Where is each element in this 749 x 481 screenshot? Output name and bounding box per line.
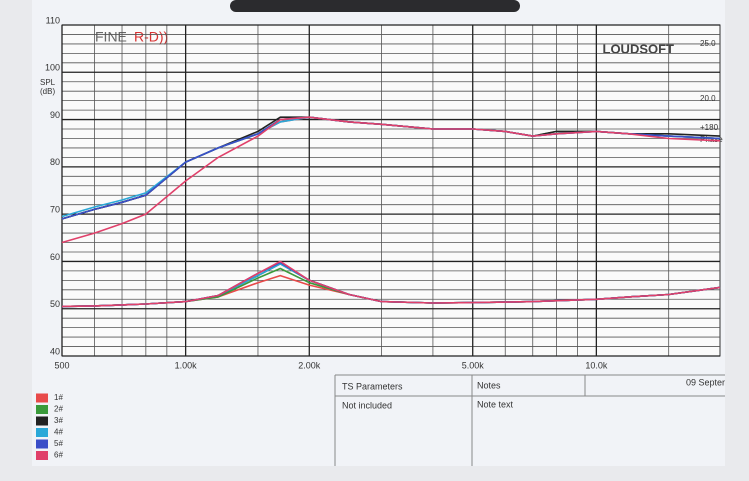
right-label: 25.0 [700, 39, 716, 48]
logo: LOUDSOFT [603, 41, 675, 56]
table-cell: Note text [477, 399, 514, 409]
table-header: Notes [477, 380, 501, 390]
spl-line [61, 116, 721, 244]
y-label: (dB) [40, 87, 55, 96]
legend-swatch [36, 416, 48, 426]
legend-swatch [36, 405, 48, 414]
x-tick-label: 5.00k [462, 360, 485, 370]
y-tick-label: 90 [50, 110, 60, 120]
y-tick-label: 70 [50, 205, 60, 215]
y-label: SPL [40, 78, 56, 87]
legend-swatch [36, 451, 48, 460]
table-cell: Not included [342, 400, 392, 410]
plot-area [61, 24, 721, 357]
right-label: +180 [700, 123, 719, 132]
ts-table [334, 374, 725, 466]
legend-swatch [36, 428, 48, 437]
legend-swatch [36, 439, 48, 449]
y-tick-label: 40 [50, 346, 60, 356]
x-tick-label: 10.0k [585, 360, 608, 370]
impedance-line [61, 260, 721, 308]
legend-label: 4# [54, 428, 63, 437]
brand: FINE [95, 29, 127, 45]
x-tick-label: 500 [54, 360, 69, 370]
legend-label: 3# [54, 416, 63, 425]
brand-mark: R-D)) [134, 29, 168, 45]
device-edge [230, 0, 520, 12]
legend-label: 5# [54, 439, 63, 448]
legend-label: 1# [54, 393, 63, 402]
y-tick-label: 110 [46, 15, 60, 25]
table-header: 09 Septer [686, 377, 725, 387]
legend-label: 6# [54, 451, 63, 460]
legend-swatch [36, 393, 48, 403]
y-tick-label: 50 [50, 299, 60, 309]
x-tick-label: 1.00k [175, 360, 198, 370]
right-label: 20.0 [700, 94, 716, 103]
table-header: TS Parameters [342, 381, 403, 391]
y-tick-label: 100 [45, 63, 60, 73]
legend-label: 2# [54, 405, 63, 414]
y-tick-label: 80 [50, 157, 60, 167]
right-label: Phase [700, 135, 723, 144]
x-tick-label: 2.00k [298, 360, 321, 370]
y-tick-label: 60 [50, 252, 60, 262]
